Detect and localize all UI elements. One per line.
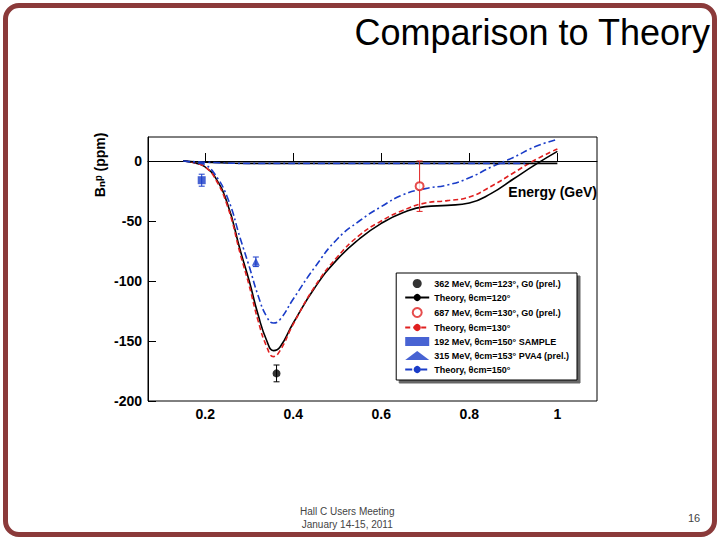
svg-text:192 MeV, θcm=150° SAMPLE: 192 MeV, θcm=150° SAMPLE [434, 337, 556, 347]
html-text:Hall C Users Meeting: Hall C Users Meeting [300, 506, 395, 517]
svg-text:-200: -200 [114, 393, 142, 409]
svg-text:362 MeV, θcm=123°, G0 (prel.): 362 MeV, θcm=123°, G0 (prel.) [434, 279, 560, 289]
svg-text:Theory, θcm=150°: Theory, θcm=150° [434, 365, 510, 375]
svg-text:1: 1 [553, 406, 561, 422]
html-text:16: 16 [688, 512, 701, 524]
svg-text:Bₙᵖ (ppm): Bₙᵖ (ppm) [92, 133, 108, 198]
svg-text:0.8: 0.8 [460, 406, 480, 422]
svg-text:Theory, θcm=120°: Theory, θcm=120° [434, 293, 510, 303]
svg-text:Theory, θcm=130°: Theory, θcm=130° [434, 323, 510, 333]
svg-text:315 MeV, θcm=153° PVA4 (prel.): 315 MeV, θcm=153° PVA4 (prel.) [434, 351, 569, 361]
svg-text:-100: -100 [114, 273, 142, 289]
svg-text:-150: -150 [114, 333, 142, 349]
svg-text:0.4: 0.4 [284, 406, 304, 422]
svg-text:0.2: 0.2 [195, 406, 215, 422]
svg-text:-50: -50 [122, 213, 142, 229]
html-text:January 14-15, 2011: January 14-15, 2011 [301, 519, 393, 530]
svg-text:Energy (GeV): Energy (GeV) [508, 184, 597, 200]
svg-text:687 MeV, θcm=130°, G0 (prel.): 687 MeV, θcm=130°, G0 (prel.) [434, 308, 560, 318]
html-text:Comparison to Theory: Comparison to Theory [354, 12, 710, 53]
svg-text:0: 0 [134, 153, 142, 169]
svg-text:0.6: 0.6 [372, 406, 392, 422]
